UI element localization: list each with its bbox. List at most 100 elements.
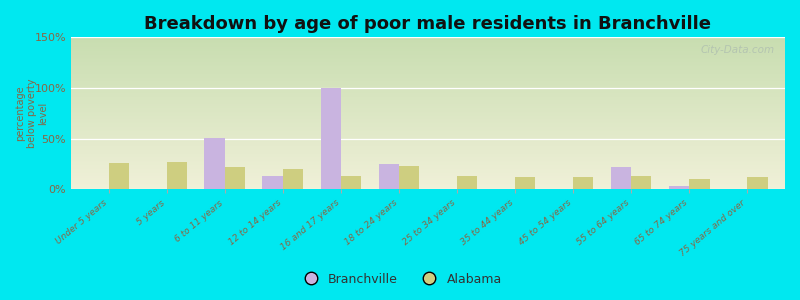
Bar xyxy=(631,176,651,189)
Bar xyxy=(669,186,690,189)
Bar xyxy=(71,89,785,90)
Bar xyxy=(71,176,785,177)
Bar xyxy=(71,123,785,124)
Bar xyxy=(71,91,785,92)
Bar xyxy=(71,94,785,95)
Bar xyxy=(71,169,785,170)
Bar xyxy=(71,139,785,140)
Bar xyxy=(71,168,785,169)
Bar xyxy=(71,80,785,81)
Bar xyxy=(71,71,785,72)
Bar xyxy=(71,180,785,181)
Bar xyxy=(747,177,767,189)
Bar xyxy=(71,85,785,86)
Bar xyxy=(71,70,785,71)
Bar xyxy=(71,86,785,87)
Bar xyxy=(71,132,785,133)
Bar xyxy=(71,58,785,59)
Bar xyxy=(71,50,785,51)
Bar xyxy=(166,162,187,189)
Bar xyxy=(71,103,785,104)
Bar xyxy=(71,111,785,112)
Bar xyxy=(71,96,785,97)
Bar xyxy=(71,55,785,56)
Bar xyxy=(71,108,785,109)
Bar xyxy=(690,179,710,189)
Bar xyxy=(71,48,785,49)
Bar xyxy=(225,167,245,189)
Bar xyxy=(71,110,785,111)
Bar xyxy=(71,59,785,60)
Bar xyxy=(71,128,785,129)
Bar xyxy=(71,65,785,66)
Bar xyxy=(71,47,785,48)
Bar xyxy=(71,146,785,147)
Bar xyxy=(71,150,785,151)
Bar xyxy=(71,147,785,148)
Bar xyxy=(109,163,129,189)
Bar xyxy=(71,39,785,40)
Bar xyxy=(71,114,785,115)
Bar xyxy=(71,182,785,183)
Bar xyxy=(71,120,785,121)
Bar xyxy=(71,79,785,80)
Bar xyxy=(71,67,785,68)
Bar xyxy=(71,74,785,75)
Bar xyxy=(71,153,785,154)
Bar xyxy=(71,184,785,185)
Bar xyxy=(71,53,785,54)
Bar xyxy=(71,164,785,165)
Bar xyxy=(71,97,785,98)
Bar xyxy=(321,88,341,189)
Bar xyxy=(71,159,785,160)
Bar xyxy=(71,63,785,64)
Bar xyxy=(71,56,785,57)
Bar xyxy=(71,60,785,61)
Bar xyxy=(71,149,785,150)
Bar xyxy=(71,38,785,39)
Bar xyxy=(71,118,785,119)
Bar xyxy=(71,106,785,107)
Bar xyxy=(71,156,785,157)
Bar xyxy=(71,151,785,152)
Bar xyxy=(71,145,785,146)
Bar xyxy=(399,166,419,189)
Bar xyxy=(71,40,785,41)
Bar xyxy=(71,90,785,91)
Bar xyxy=(71,144,785,145)
Bar xyxy=(71,68,785,69)
Bar xyxy=(71,115,785,116)
Bar xyxy=(611,167,631,189)
Bar xyxy=(71,99,785,100)
Bar xyxy=(71,107,785,108)
Bar xyxy=(71,170,785,171)
Bar xyxy=(71,54,785,55)
Bar xyxy=(71,119,785,120)
Bar xyxy=(71,37,785,38)
Bar xyxy=(71,166,785,167)
Bar xyxy=(71,137,785,138)
Bar xyxy=(71,52,785,53)
Bar xyxy=(71,177,785,178)
Bar xyxy=(71,87,785,88)
Bar xyxy=(71,157,785,158)
Bar xyxy=(71,83,785,84)
Bar xyxy=(71,121,785,122)
Bar xyxy=(573,177,594,189)
Bar xyxy=(71,102,785,103)
Bar xyxy=(71,183,785,184)
Bar xyxy=(71,158,785,159)
Bar xyxy=(71,148,785,149)
Bar xyxy=(71,165,785,166)
Bar xyxy=(71,105,785,106)
Bar xyxy=(71,78,785,79)
Bar xyxy=(71,73,785,74)
Bar xyxy=(71,112,785,113)
Bar xyxy=(71,141,785,142)
Bar xyxy=(71,133,785,134)
Bar xyxy=(71,72,785,73)
Bar xyxy=(71,173,785,174)
Bar xyxy=(71,122,785,123)
Bar xyxy=(71,136,785,137)
Bar xyxy=(71,178,785,179)
